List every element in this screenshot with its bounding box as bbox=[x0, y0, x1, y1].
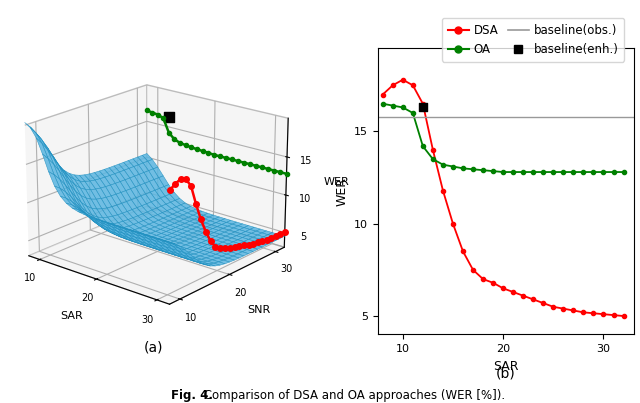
Y-axis label: WER: WER bbox=[335, 177, 348, 206]
Point bbox=[418, 104, 428, 111]
Text: Fig. 4.: Fig. 4. bbox=[171, 389, 213, 402]
X-axis label: SAR: SAR bbox=[60, 312, 83, 321]
Legend: DSA, OA, baseline(obs.), baseline(enh.): DSA, OA, baseline(obs.), baseline(enh.) bbox=[442, 18, 625, 62]
Text: (a): (a) bbox=[144, 341, 163, 355]
Text: Comparison of DSA and OA approaches (WER [%]).: Comparison of DSA and OA approaches (WER… bbox=[200, 389, 506, 402]
X-axis label: SAR: SAR bbox=[493, 360, 518, 373]
Y-axis label: SNR: SNR bbox=[247, 305, 270, 314]
Text: (b): (b) bbox=[496, 366, 516, 380]
